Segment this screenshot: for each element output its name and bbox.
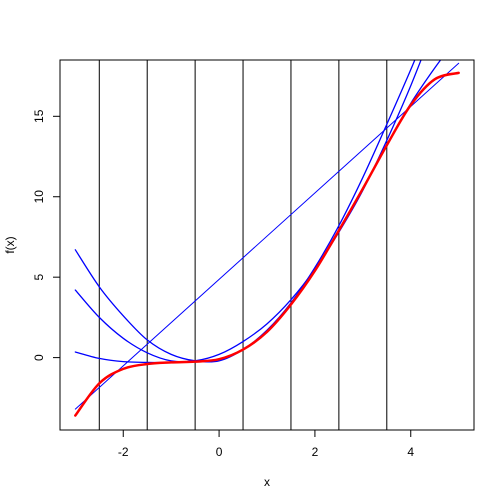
vertical-lines: [98, 60, 388, 430]
series-line-4: [74, 60, 442, 364]
series-line-1: [74, 62, 460, 410]
x-tick-label: 0: [216, 445, 223, 459]
x-tick-label: 2: [312, 445, 319, 459]
y-tick-label: 0: [32, 354, 46, 361]
y-axis: 0 5 10 15: [32, 109, 60, 361]
y-tick-label: 10: [32, 190, 46, 204]
y-tick-label: 15: [32, 109, 46, 123]
x-axis: -2 0 2 4: [118, 430, 414, 459]
series-line-2: [74, 60, 416, 363]
x-tick-label: 4: [407, 445, 414, 459]
series-line-3: [74, 60, 422, 363]
y-tick-label: 5: [32, 274, 46, 281]
x-tick-label: -2: [118, 445, 129, 459]
series-line-0: [74, 71, 460, 417]
plot-frame: [59, 59, 475, 431]
series-layer: [74, 60, 460, 417]
y-axis-label: f(x): [3, 236, 17, 253]
x-axis-label: x: [264, 475, 270, 489]
